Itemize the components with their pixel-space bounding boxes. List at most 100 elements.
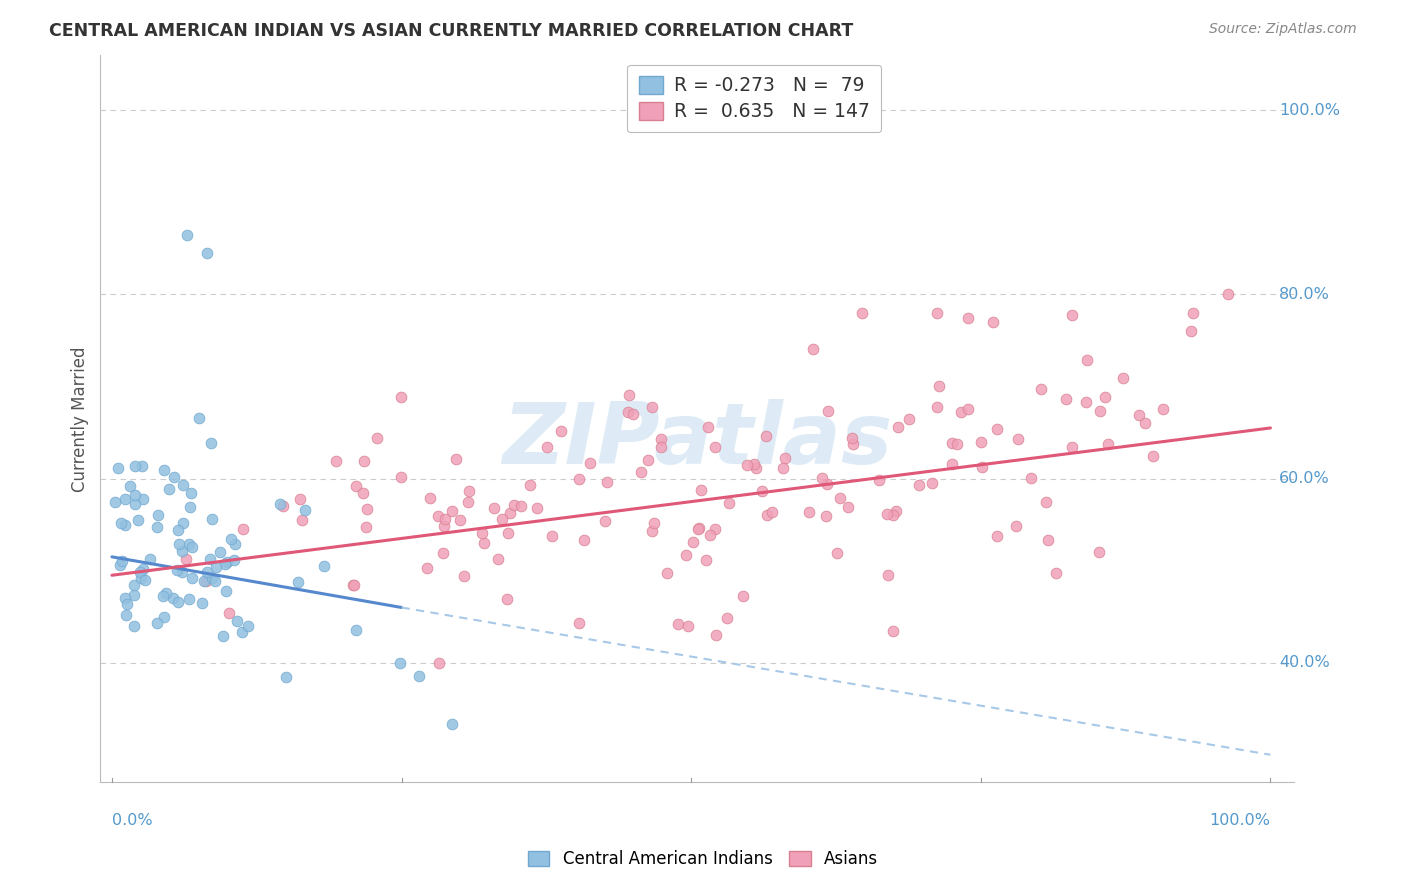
Point xyxy=(1004,519,1026,533)
Point xyxy=(155,586,177,600)
Point xyxy=(630,466,652,480)
Point xyxy=(115,597,138,611)
Point xyxy=(1181,306,1204,320)
Point xyxy=(131,459,153,474)
Point xyxy=(541,529,564,543)
Point xyxy=(427,656,450,670)
Point xyxy=(276,670,298,684)
Point xyxy=(617,404,640,418)
Point xyxy=(1097,437,1119,451)
Point xyxy=(408,668,430,682)
Point xyxy=(114,608,136,623)
Point xyxy=(641,524,664,538)
Point xyxy=(970,459,993,474)
Point xyxy=(214,558,236,572)
Point xyxy=(217,555,239,569)
Point xyxy=(1021,470,1043,484)
Point xyxy=(981,315,1004,329)
Point xyxy=(226,614,249,628)
Point xyxy=(269,497,291,511)
Point xyxy=(579,456,602,470)
Point xyxy=(1045,566,1067,580)
Point xyxy=(498,525,520,540)
Point xyxy=(686,522,709,536)
Point xyxy=(471,525,494,540)
Point xyxy=(699,527,721,541)
Point xyxy=(842,437,865,451)
Point xyxy=(138,552,160,566)
Point xyxy=(1128,408,1150,422)
Point xyxy=(941,458,963,472)
Point xyxy=(742,457,765,471)
Point xyxy=(124,458,146,473)
Point xyxy=(271,499,294,513)
Point xyxy=(1090,403,1112,417)
Point xyxy=(682,535,704,549)
Point xyxy=(1060,308,1083,322)
Point xyxy=(172,478,194,492)
Point xyxy=(201,571,224,585)
Point xyxy=(761,505,783,519)
Point xyxy=(1152,402,1174,417)
Point xyxy=(195,246,218,260)
Point xyxy=(287,574,309,589)
Point xyxy=(482,501,505,516)
Point xyxy=(122,588,145,602)
Point xyxy=(441,716,464,731)
Point xyxy=(755,429,778,443)
Point xyxy=(122,578,145,592)
Text: Source: ZipAtlas.com: Source: ZipAtlas.com xyxy=(1209,22,1357,37)
Text: 40.0%: 40.0% xyxy=(1279,656,1330,670)
Point xyxy=(509,500,531,514)
Point xyxy=(1142,450,1164,464)
Point xyxy=(882,508,904,522)
Point xyxy=(180,485,202,500)
Point xyxy=(433,512,456,526)
Point xyxy=(772,461,794,475)
Point xyxy=(111,553,134,567)
Point xyxy=(1007,432,1029,446)
Point xyxy=(886,504,908,518)
Point xyxy=(176,227,198,242)
Text: ZIPatlas: ZIPatlas xyxy=(502,399,893,482)
Point xyxy=(146,508,169,522)
Point xyxy=(204,574,226,589)
Point xyxy=(986,422,1008,436)
Legend: R = -0.273   N =  79, R =  0.635   N = 147: R = -0.273 N = 79, R = 0.635 N = 147 xyxy=(627,64,882,132)
Point xyxy=(596,475,619,489)
Point xyxy=(801,342,824,356)
Point xyxy=(231,625,253,640)
Point xyxy=(811,470,834,484)
Point xyxy=(433,519,456,533)
Point xyxy=(568,616,591,631)
Point xyxy=(1076,353,1098,368)
Text: 100.0%: 100.0% xyxy=(1279,103,1340,118)
Point xyxy=(927,400,949,414)
Point xyxy=(825,546,848,560)
Point xyxy=(190,596,212,610)
Point xyxy=(695,553,717,567)
Point xyxy=(957,311,980,326)
Point xyxy=(205,560,228,574)
Point xyxy=(526,500,548,515)
Point xyxy=(1094,390,1116,404)
Point xyxy=(166,562,188,576)
Point xyxy=(814,509,837,524)
Point xyxy=(797,505,820,519)
Point xyxy=(441,504,464,518)
Point xyxy=(132,562,155,576)
Point xyxy=(697,420,720,434)
Point xyxy=(704,522,727,536)
Point xyxy=(208,544,231,558)
Point xyxy=(830,491,852,506)
Point xyxy=(491,512,513,526)
Point xyxy=(745,460,768,475)
Point xyxy=(342,577,364,591)
Point xyxy=(426,508,449,523)
Point xyxy=(352,485,374,500)
Point xyxy=(927,306,949,320)
Point xyxy=(898,412,921,426)
Point xyxy=(129,571,152,585)
Point xyxy=(449,513,471,527)
Point xyxy=(127,513,149,527)
